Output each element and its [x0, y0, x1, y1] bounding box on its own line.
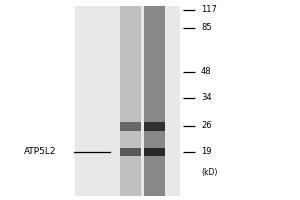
Bar	[120, 6, 141, 196]
Bar	[120, 148, 141, 156]
Text: 26: 26	[201, 121, 211, 130]
Text: 117: 117	[201, 5, 217, 15]
Text: 19: 19	[201, 148, 211, 156]
Bar	[120, 122, 141, 130]
Text: 85: 85	[201, 23, 211, 32]
Text: 48: 48	[201, 68, 211, 76]
Text: 34: 34	[201, 94, 211, 102]
Bar	[144, 6, 165, 196]
Bar	[144, 122, 165, 130]
Bar	[144, 148, 165, 156]
Bar	[75, 6, 180, 196]
Text: (kD): (kD)	[201, 168, 217, 176]
Text: ATP5L2: ATP5L2	[24, 148, 56, 156]
